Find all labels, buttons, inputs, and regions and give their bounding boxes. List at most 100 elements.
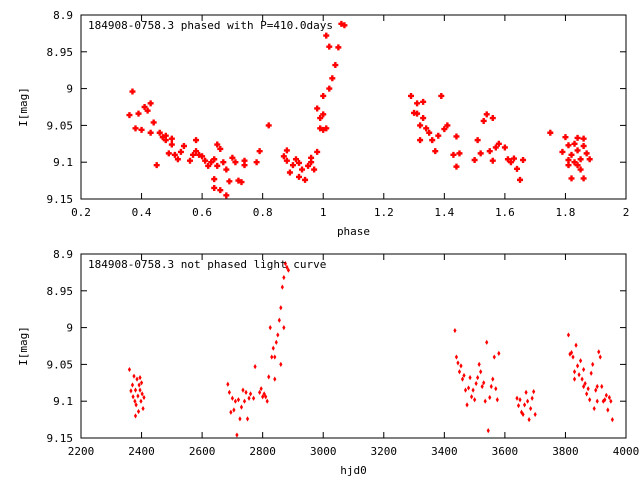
data-point bbox=[141, 405, 145, 412]
data-point bbox=[335, 44, 342, 51]
data-point bbox=[138, 375, 142, 381]
data-point bbox=[229, 409, 233, 415]
data-point bbox=[441, 126, 448, 133]
y-tick-label: 9.15 bbox=[47, 432, 74, 445]
data-point bbox=[423, 125, 430, 132]
data-point bbox=[132, 373, 136, 379]
data-point bbox=[280, 153, 287, 160]
data-point bbox=[444, 122, 451, 129]
data-point bbox=[133, 387, 138, 393]
data-point bbox=[162, 137, 169, 144]
x-tick-label: 3400 bbox=[431, 445, 458, 458]
y-tick-label: 9 bbox=[66, 83, 73, 96]
data-point bbox=[142, 394, 146, 401]
data-point bbox=[480, 383, 484, 390]
x-axis-label: hjd0 bbox=[340, 464, 367, 477]
data-point bbox=[492, 144, 499, 151]
data-point bbox=[414, 110, 421, 117]
data-point bbox=[193, 137, 200, 144]
x-tick-label: 1.2 bbox=[374, 206, 394, 219]
data-point bbox=[411, 109, 418, 116]
data-point bbox=[133, 398, 137, 404]
data-point bbox=[286, 267, 291, 273]
data-point bbox=[583, 380, 587, 387]
data-point bbox=[586, 386, 590, 392]
data-point bbox=[130, 382, 135, 388]
data-point bbox=[568, 151, 575, 158]
data-point bbox=[574, 147, 581, 154]
data-point bbox=[168, 141, 175, 148]
x-tick-label: 1 bbox=[320, 206, 327, 219]
data-point bbox=[516, 403, 521, 409]
data-point bbox=[607, 394, 611, 401]
data-point bbox=[311, 166, 318, 173]
data-point bbox=[242, 398, 247, 404]
data-point bbox=[497, 350, 501, 356]
data-point bbox=[580, 143, 587, 150]
data-point bbox=[488, 394, 492, 401]
data-point bbox=[494, 386, 498, 392]
data-point bbox=[597, 349, 601, 355]
data-point bbox=[299, 166, 306, 173]
data-point bbox=[285, 264, 289, 270]
x-tick-label: 3000 bbox=[310, 445, 337, 458]
data-point bbox=[262, 391, 266, 397]
data-point bbox=[533, 411, 537, 418]
data-point bbox=[239, 404, 244, 410]
x-tick-label: 3600 bbox=[492, 445, 519, 458]
data-point bbox=[532, 389, 536, 395]
data-point bbox=[193, 148, 200, 155]
data-point bbox=[190, 151, 197, 158]
data-point bbox=[141, 104, 148, 110]
data-point bbox=[559, 148, 566, 155]
data-point bbox=[265, 122, 272, 129]
x-axis-label: phase bbox=[337, 225, 370, 238]
data-point bbox=[489, 115, 496, 122]
y-tick-label: 9.1 bbox=[53, 156, 73, 169]
data-point bbox=[127, 366, 132, 373]
data-point bbox=[180, 143, 187, 150]
data-point bbox=[601, 398, 605, 404]
data-point bbox=[524, 389, 528, 395]
data-point bbox=[574, 134, 581, 141]
data-point bbox=[256, 148, 263, 155]
data-point bbox=[473, 397, 477, 403]
data-point bbox=[168, 135, 175, 142]
data-point bbox=[214, 141, 221, 148]
data-point bbox=[323, 32, 330, 39]
data-point bbox=[326, 85, 333, 92]
data-point bbox=[453, 327, 457, 334]
data-point bbox=[165, 150, 172, 157]
data-point bbox=[489, 157, 496, 164]
x-tick-label: 1.6 bbox=[495, 206, 515, 219]
data-point bbox=[226, 381, 230, 387]
data-point bbox=[566, 332, 571, 338]
data-point bbox=[491, 376, 495, 382]
data-point bbox=[253, 159, 260, 166]
data-point bbox=[187, 157, 193, 164]
data-point bbox=[279, 361, 283, 367]
y-tick-label: 8.9 bbox=[53, 248, 73, 261]
plot-frame bbox=[80, 253, 627, 439]
data-point bbox=[174, 156, 181, 163]
data-point bbox=[232, 159, 239, 166]
data-point bbox=[270, 354, 274, 360]
data-point bbox=[220, 159, 227, 166]
data-point bbox=[177, 148, 184, 155]
data-point bbox=[592, 405, 596, 412]
data-point bbox=[595, 383, 599, 390]
data-point bbox=[159, 134, 166, 141]
data-point bbox=[589, 370, 593, 376]
data-point bbox=[135, 110, 142, 117]
data-point bbox=[251, 395, 256, 401]
data-point bbox=[517, 176, 524, 183]
x-tick-label: 2 bbox=[623, 206, 630, 219]
x-tick-label: 2200 bbox=[68, 445, 95, 458]
data-point bbox=[314, 148, 321, 155]
y-tick-label: 8.9 bbox=[53, 9, 73, 22]
data-point bbox=[476, 375, 480, 381]
data-point bbox=[594, 387, 598, 393]
data-point bbox=[507, 159, 514, 166]
data-point bbox=[479, 369, 483, 375]
